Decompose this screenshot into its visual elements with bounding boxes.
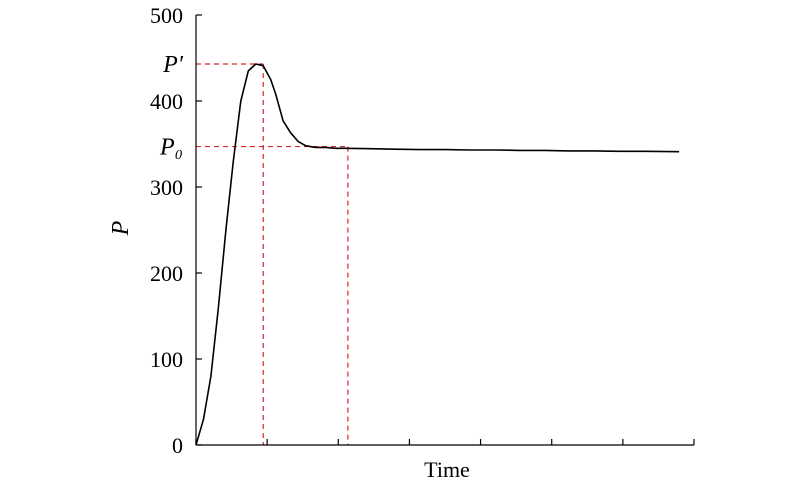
y-ticks: 0 100 200 300 400 500 [150, 3, 202, 458]
reference-lines [196, 63, 349, 445]
y-tick-label: 100 [150, 347, 183, 372]
x-axis-label: Time [424, 457, 470, 482]
annotations: P′ P₀ [159, 52, 184, 161]
y-tick-label: 200 [150, 261, 183, 286]
reference-label: P₀ [159, 135, 183, 161]
x-ticks [195, 439, 695, 445]
series-group [195, 63, 680, 446]
y-tick-label: 500 [150, 3, 183, 28]
series-line [195, 63, 680, 446]
y-tick-label: 0 [172, 433, 183, 458]
reference-label: P′ [162, 52, 184, 78]
axes [195, 15, 694, 446]
y-axis-label: P [108, 220, 134, 236]
y-tick-label: 400 [150, 89, 183, 114]
y-tick-label: 300 [150, 175, 183, 200]
